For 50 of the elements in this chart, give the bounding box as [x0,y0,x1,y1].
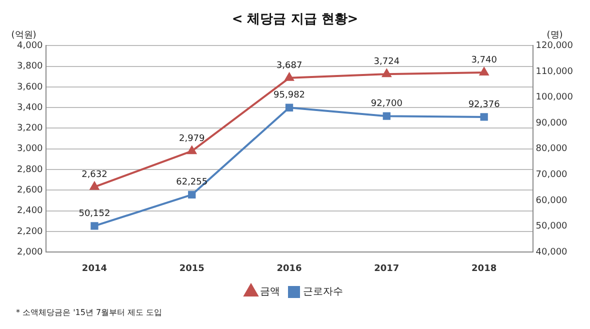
y-tick-label: 3,800 [17,62,44,72]
data-label: 92,376 [468,100,500,110]
x-tick-label: 2016 [276,264,302,274]
data-label: 3,740 [471,55,498,66]
point [90,222,98,230]
y2-axis-title: (명) [546,30,563,40]
y-axis-title: (억원) [11,30,36,40]
data-label: 2,632 [82,170,108,180]
point [90,182,99,190]
y-tick-label: 2,600 [17,186,44,196]
y-tick-label: 2,800 [17,164,44,175]
y2-tick-label: 40,000 [536,248,568,258]
x-tick-label: 2017 [374,264,400,274]
point [382,112,391,120]
x-tick-label: 2018 [472,264,497,274]
y2-tick-label: 60,000 [536,196,568,206]
y2-tick-label: 80,000 [536,144,568,154]
chart-title: < 체당금 지급 현황> [232,12,358,28]
data-label: 92,700 [370,98,403,109]
data-label: 50,152 [78,208,110,219]
y2-tick-label: 120,000 [536,40,574,51]
point [480,67,489,76]
y-tick-label: 3,200 [17,124,44,134]
x-tick-label: 2015 [179,264,204,274]
y2-tick-label: 90,000 [536,118,568,128]
data-label: 95,982 [274,90,306,100]
y2-tick-label: 100,000 [536,92,574,103]
y-tick-label: 2,200 [17,226,44,237]
y-tick-label: 3,400 [17,102,44,113]
legend-label: 금액 [260,286,280,298]
data-label: 3,724 [374,56,400,67]
point [480,113,488,121]
y-tick-label: 2,000 [17,248,44,258]
point [285,104,294,112]
y-tick-label: 4,000 [17,40,44,51]
text: * 소액체당금은 '15년 7월부터 제도 도입 [16,308,162,318]
x-tick-label: 2014 [82,264,107,274]
point [187,146,196,154]
data-label: 3,687 [276,60,302,71]
point [188,190,196,199]
y2-tick-label: 110,000 [536,66,574,77]
legend-label: 근로자수 [303,286,343,298]
point [284,72,294,81]
y-tick-label: 3,000 [17,144,44,154]
y-tick-label: 3,600 [17,82,44,92]
y2-tick-label: 50,000 [536,222,568,232]
y2-tick-label: 70,000 [536,170,568,180]
point [382,69,392,78]
data-label: 2,979 [178,134,206,144]
y-tick-label: 2,400 [17,206,44,216]
